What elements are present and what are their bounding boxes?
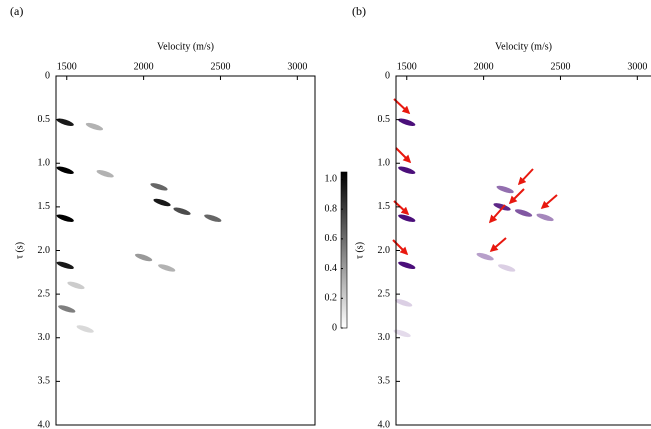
arrows: [392, 98, 558, 256]
x-tick-label: 2500: [210, 61, 230, 72]
y-tick-label: 3.5: [378, 376, 391, 387]
x-axis-title: Velocity (m/s): [495, 41, 552, 52]
spot: [56, 118, 74, 126]
y-tick-label: 1.5: [38, 201, 51, 212]
spot: [498, 264, 516, 272]
colorbar: [340, 171, 348, 329]
spot: [96, 169, 114, 178]
spot: [514, 209, 533, 217]
y-tick-label: 0: [45, 70, 50, 81]
y-tick-label: 3.0: [38, 332, 51, 343]
spot: [58, 305, 76, 313]
y-tick-label: 2.0: [38, 245, 51, 256]
y-axis-title: τ (s): [14, 242, 25, 259]
y-tick-label: 1.0: [378, 158, 391, 169]
x-tick-label: 1500: [397, 61, 417, 72]
spot: [398, 214, 416, 222]
colorbar-tick-label: 0: [332, 322, 337, 333]
arrow: [489, 237, 507, 253]
spot: [158, 264, 176, 272]
y-tick-label: 1.5: [378, 201, 391, 212]
colorbar-tick-label: 0.6: [325, 233, 338, 244]
spot: [56, 261, 74, 270]
x-tick-label: 3000: [627, 61, 647, 72]
x-tick-label: 2500: [550, 61, 570, 72]
arrow: [392, 239, 409, 256]
y-tick-label: 3.0: [378, 332, 391, 343]
y-tick-label: 2.0: [378, 245, 391, 256]
y-axis-title: τ (s): [354, 242, 365, 259]
spot: [204, 214, 222, 222]
plot-frame: [395, 75, 651, 426]
panel-label: (b): [352, 4, 366, 18]
spot: [150, 183, 168, 191]
x-tick-label: 2000: [134, 61, 154, 72]
x-tick-label: 3000: [287, 61, 307, 72]
spot: [67, 281, 85, 290]
spot: [398, 118, 416, 126]
spot: [85, 122, 104, 131]
spot: [56, 166, 74, 174]
colorbar-tick-label: 1.0: [325, 174, 338, 185]
y-tick-label: 0.5: [378, 114, 391, 125]
panel-label: (a): [10, 4, 23, 18]
spot: [476, 252, 494, 261]
spot: [393, 329, 411, 338]
arrow: [488, 204, 506, 224]
arrow: [508, 188, 525, 205]
x-tick-label: 1500: [57, 61, 77, 72]
spot: [135, 253, 153, 262]
spot: [496, 185, 514, 194]
arrow: [540, 194, 558, 210]
spot: [76, 325, 94, 333]
spot: [153, 198, 171, 207]
spot: [398, 261, 416, 270]
y-tick-label: 1.0: [38, 158, 51, 169]
colorbar-tick-label: 0.8: [325, 203, 338, 214]
colorbar-tick-label: 0.2: [325, 293, 338, 304]
spot: [536, 213, 554, 222]
spot: [395, 299, 413, 307]
y-tick-label: 4.0: [378, 419, 391, 429]
arrow: [395, 147, 412, 164]
y-tick-label: 3.5: [38, 376, 51, 387]
x-tick-label: 2000: [474, 61, 494, 72]
colorbar-tick-label: 0.4: [325, 263, 338, 274]
spot: [56, 214, 74, 222]
spot: [398, 166, 416, 174]
arrow: [517, 168, 534, 186]
y-tick-label: 0.5: [38, 114, 51, 125]
y-tick-label: 4.0: [38, 419, 51, 429]
y-tick-label: 0: [385, 70, 390, 81]
x-axis-title: Velocity (m/s): [157, 41, 214, 52]
y-tick-label: 2.5: [378, 288, 391, 299]
y-tick-label: 2.5: [38, 288, 51, 299]
spot: [173, 207, 191, 215]
